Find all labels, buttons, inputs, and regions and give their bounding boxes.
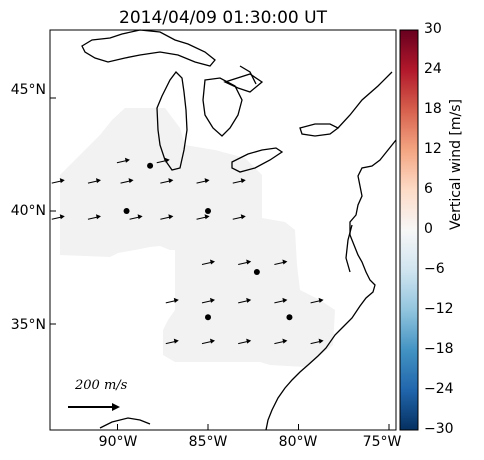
station-marker (147, 162, 154, 169)
cbar-tick: 12 (424, 141, 442, 157)
cbar-tick: −18 (424, 341, 454, 357)
wind-vector (129, 214, 143, 220)
cbar-tick: 24 (424, 61, 442, 77)
cbar-tick: −24 (424, 381, 454, 397)
lon-label-85: 85°W (188, 434, 228, 450)
wind-vector (156, 157, 170, 164)
cbar-tick: 6 (424, 181, 433, 197)
station-marker (286, 314, 293, 321)
cbar-tick: −12 (424, 301, 454, 317)
wind-vector (165, 297, 179, 304)
wind-vector (116, 157, 130, 164)
cbar-tick: −30 (424, 421, 454, 437)
station-marker (123, 208, 130, 214)
cbar-tick: 30 (424, 21, 442, 37)
wind-vector (274, 259, 288, 265)
wind-vector (232, 178, 246, 184)
wind-vector (196, 214, 210, 220)
coastlines (81, 29, 397, 431)
wind-vector (87, 214, 101, 220)
station-marker (205, 208, 211, 214)
lat-label-45: 45°N (10, 82, 46, 98)
lat-label-35: 35°N (10, 317, 46, 333)
stations (123, 162, 293, 321)
wind-vector (160, 178, 174, 184)
wind-vector (196, 178, 210, 184)
wind-vector (201, 259, 215, 265)
cbar-tick: −6 (424, 261, 445, 277)
lon-label-90: 90°W (98, 434, 138, 450)
wind-vector (201, 338, 215, 345)
plot-title: 2014/04/09 01:30:00 UT (119, 8, 327, 28)
wind-vector (274, 338, 288, 345)
wind-vector (310, 338, 324, 345)
lon-label-80: 80°W (278, 434, 318, 450)
wind-vector (165, 338, 179, 345)
station-marker (253, 269, 260, 276)
colorbar-label: Vertical wind [m/s] (448, 99, 464, 230)
station-marker (205, 314, 211, 321)
lon-label-75: 75°W (362, 434, 402, 450)
wind-vector (87, 178, 101, 184)
colorbar (399, 29, 419, 431)
coverage-area (60, 108, 335, 367)
wind-vector (310, 297, 324, 304)
wind-vector (274, 297, 288, 304)
map-frame (49, 29, 397, 431)
cbar-tick: 18 (424, 101, 442, 117)
wind-vector (201, 297, 215, 304)
wind-vectors (51, 157, 324, 345)
scale-arrow (68, 403, 120, 411)
axis-ticks (50, 97, 390, 430)
cbar-tick: 0 (424, 221, 433, 237)
wind-vector (160, 214, 174, 220)
wind-vector (51, 214, 65, 220)
wind-vector (238, 259, 252, 265)
wind-vector (232, 214, 246, 220)
wind-vector (238, 297, 252, 304)
scale-arrow-label: 200 m/s (75, 378, 128, 393)
wind-vector (238, 338, 252, 345)
wind-vector (51, 178, 65, 184)
lat-label-40: 40°N (10, 203, 46, 219)
wind-vector (120, 178, 134, 184)
